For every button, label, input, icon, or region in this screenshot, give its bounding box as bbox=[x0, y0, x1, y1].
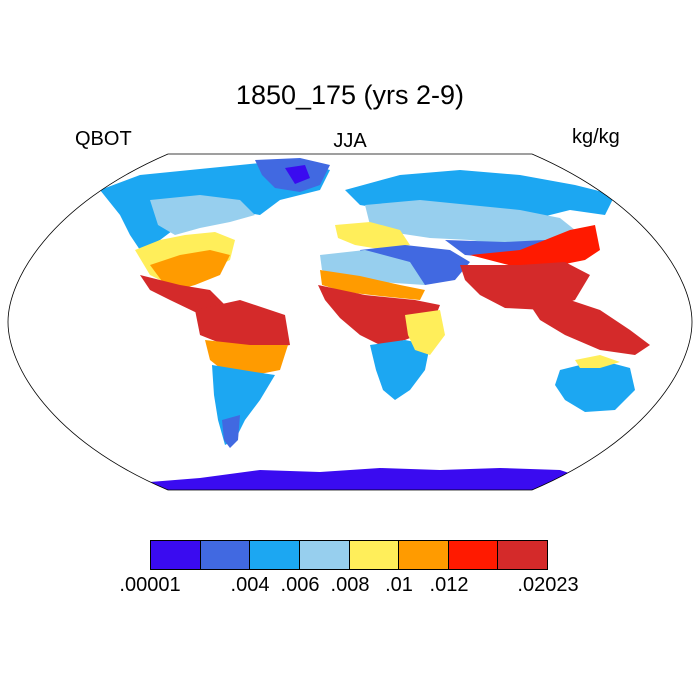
south-america-mid bbox=[205, 340, 288, 375]
colorbar-swatch bbox=[200, 541, 251, 569]
colorbar-swatch bbox=[399, 541, 449, 569]
colorbar-tick-label: .006 bbox=[280, 574, 320, 596]
units-label: kg/kg bbox=[572, 126, 620, 148]
australia bbox=[555, 360, 635, 412]
colorbar-tick-label: .01 bbox=[385, 574, 413, 596]
antarctica bbox=[120, 468, 590, 490]
usa-south bbox=[150, 250, 230, 292]
globe-outline bbox=[7, 153, 693, 491]
eurasia-mid bbox=[365, 200, 575, 245]
north-america-mid bbox=[150, 195, 255, 235]
colorbar-swatch bbox=[349, 541, 400, 569]
africa-south bbox=[370, 340, 430, 400]
colorbar-tick-label: .012 bbox=[429, 574, 469, 596]
colorbar-tick-label: .00001 bbox=[119, 574, 181, 596]
middle-east bbox=[360, 245, 470, 285]
variable-label: QBOT bbox=[75, 128, 132, 150]
map-title: 1850_175 (yrs 2-9) bbox=[235, 80, 465, 110]
colorbar-swatch bbox=[250, 541, 300, 569]
season-label: JJA bbox=[333, 130, 367, 152]
south-america-north bbox=[195, 300, 290, 350]
sahara-south bbox=[320, 270, 425, 300]
east-africa bbox=[405, 310, 445, 355]
colorbar-swatch bbox=[299, 541, 350, 569]
colorbar-tick-label: .02023 bbox=[517, 574, 579, 596]
se-asia-islands bbox=[530, 300, 650, 355]
colorbar-swatch bbox=[151, 541, 201, 569]
patagonia bbox=[222, 415, 240, 448]
mediterranean-band bbox=[335, 222, 410, 250]
australia-north bbox=[575, 355, 620, 368]
colorbar-tick-label: .004 bbox=[230, 574, 270, 596]
south-asia-core bbox=[460, 262, 590, 310]
greenland-core bbox=[285, 165, 310, 184]
colorbar-swatch bbox=[448, 541, 499, 569]
colorbar-swatch bbox=[498, 541, 547, 569]
south-asia-edge bbox=[470, 225, 600, 268]
south-america-south bbox=[212, 365, 275, 445]
colorbar-tick-label: .008 bbox=[330, 574, 370, 596]
colorbar bbox=[150, 540, 548, 570]
